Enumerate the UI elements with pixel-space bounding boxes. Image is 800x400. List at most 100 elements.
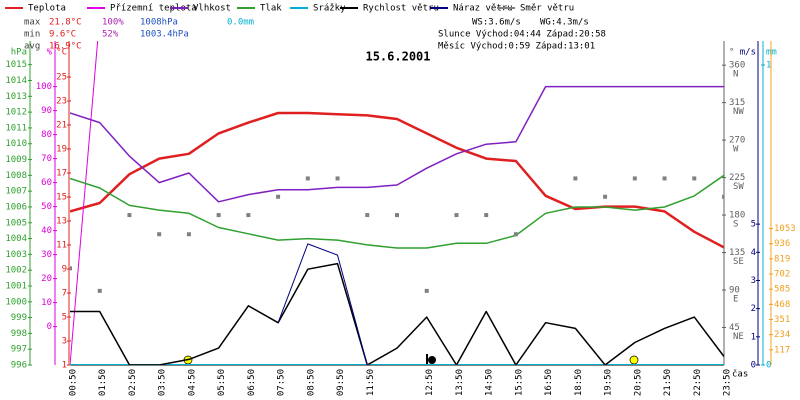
x-tick-label: 04:50 [187,369,197,396]
wind-direction-point [662,176,667,181]
series-line [70,41,99,365]
stat-label: max [24,18,41,28]
y-tick-label: 1015 [5,60,27,70]
compass-label: W [733,145,739,155]
y-tick-label: 997 [11,345,27,355]
wind-direction-point [573,176,578,181]
wind-direction-point [157,232,162,237]
y-tick-label: 270 [729,136,745,146]
y-tick-label: 70 [41,154,52,164]
x-tick-label: 19:50 [604,369,614,396]
x-tick-label: 05:50 [217,369,227,396]
stat-value: 100% [102,18,124,28]
axis-unit: hPa [11,48,27,58]
stat-label: avg [24,42,40,52]
x-tick-label: 07:50 [277,369,287,396]
wind-direction-point [454,213,459,218]
stat-value: 1008hPa [140,18,178,28]
y-tick-label: 1009 [5,155,27,165]
compass-label: SW [733,182,744,192]
y-tick-label: 19 [56,145,67,155]
y-tick-label: 135 [729,248,745,258]
y-tick-label: 1008 [5,171,27,181]
sunset-icon [629,355,639,365]
y-tick-label: 100 [36,82,52,92]
wind-direction-point [603,194,608,199]
y-tick-label: 998 [11,329,27,339]
series-line [70,111,724,249]
wind-direction-point [513,232,518,237]
wind-direction-point [365,213,370,218]
compass-label: NE [733,332,744,342]
y-tick-label: 10 [41,298,52,308]
series-line [70,85,724,203]
legend-label: Srážky [313,4,346,14]
y-tick-label: 3 [751,276,756,286]
wind-direction-point [127,213,132,218]
stat-value: 16.9°C [49,42,82,52]
y-tick-label: 25 [56,73,67,83]
y-tick-label: 234 [774,330,790,340]
stat-value: 1003.4hPa [140,30,189,40]
x-tick-label: 23:50 [723,369,733,396]
axis-unit: m/s [740,48,756,58]
y-tick-label: 7 [62,289,67,299]
info-text: WG:4.3m/s [540,18,589,28]
y-tick-label: 1007 [5,187,27,197]
wind-direction-point [424,288,429,293]
y-tick-label: 9 [62,265,67,275]
y-tick-label: 999 [11,313,27,323]
y-tick-label: 90 [729,286,740,296]
y-tick-label: 21 [56,121,67,131]
y-tick-label: 50 [41,202,52,212]
y-tick-label: 23 [56,97,67,107]
x-tick-label: 16:50 [544,369,554,396]
compass-label: N [733,70,738,80]
legend-label: Rychlost větru [363,4,439,14]
x-tick-label: 22:50 [693,369,703,396]
info-text: WS:3.6m/s [472,18,521,28]
x-tick-label: 02:50 [128,369,138,396]
y-tick-label: 45 [729,323,740,333]
y-tick-label: 1 [766,61,771,71]
legend-label: Tlak [260,4,282,14]
stat-value: 0.0mm [227,18,254,28]
wind-direction-point [97,288,102,293]
y-tick-label: 315 [729,98,745,108]
legend-label: Vlhkost [193,4,231,14]
y-tick-label: 11 [56,241,67,251]
y-tick-label: 1004 [5,234,27,244]
plot-area [70,41,724,365]
x-tick-label: 11:50 [366,369,376,396]
wind-direction-point [276,194,281,199]
y-tick-label: 819 [774,254,790,264]
info-text: Měsíc Východ:0:59 Západ:13:01 [438,42,595,52]
legend-label: Teplota [28,4,66,14]
y-tick-label: 351 [774,315,790,325]
y-tick-label: 117 [774,345,790,355]
y-tick-label: 80 [41,130,52,140]
x-tick-label: 14:50 [485,369,495,396]
y-tick-label: 4 [751,248,756,258]
wind-direction-point [692,176,697,181]
wind-direction-point [305,176,310,181]
y-tick-label: 5 [62,313,67,323]
y-tick-label: 1002 [5,266,27,276]
wind-direction-point [335,176,340,181]
y-tick-label: 585 [774,285,790,295]
y-tick-label: 30 [41,250,52,260]
x-axis-label: čas [732,369,748,380]
y-tick-label: 60 [41,178,52,188]
wind-direction-point [395,213,399,218]
y-tick-label: 40 [41,226,52,236]
y-tick-label: 0 [47,322,52,332]
wind-direction-point [70,266,72,271]
x-tick-label: 18:50 [574,369,584,396]
y-tick-label: 90 [41,106,52,116]
compass-label: E [733,295,738,305]
y-tick-label: 15 [56,193,67,203]
y-tick-label: 468 [774,300,790,310]
axis-unit: °C [56,48,67,58]
y-tick-label: 0 [751,361,756,371]
